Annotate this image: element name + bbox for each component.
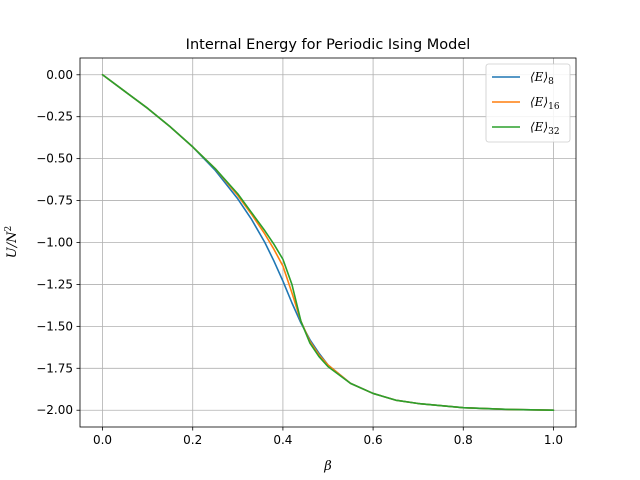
legend: ⟨E⟩8 ⟨E⟩16 ⟨E⟩32 bbox=[485, 63, 571, 143]
x-tick-label: 0.6 bbox=[364, 433, 383, 447]
series-layer bbox=[101, 73, 555, 412]
x-tick-label: 1.0 bbox=[544, 433, 563, 447]
y-tick-label: −2.00 bbox=[36, 403, 73, 417]
legend-label: ⟨E⟩8 bbox=[530, 70, 554, 87]
y-tick-label: −0.25 bbox=[36, 110, 73, 124]
y-tick-label: −1.25 bbox=[36, 277, 73, 291]
x-tick-label: 0.4 bbox=[273, 433, 292, 447]
legend-box bbox=[485, 63, 571, 143]
legend-label: ⟨E⟩32 bbox=[530, 120, 560, 137]
grid-lines bbox=[80, 58, 576, 427]
y-axis-label-base: U/N bbox=[5, 231, 20, 258]
y-tick-label: −0.75 bbox=[36, 194, 73, 208]
y-axis-label-sup: 2 bbox=[4, 226, 14, 232]
legend-label: ⟨E⟩16 bbox=[530, 95, 560, 112]
series-line bbox=[101, 73, 555, 412]
y-tick-label: −0.50 bbox=[36, 152, 73, 166]
y-tick-label: 0.00 bbox=[46, 68, 73, 82]
y-axis-label: U/N2 bbox=[4, 226, 20, 258]
x-axis-label: β bbox=[323, 459, 332, 474]
chart-title: Internal Energy for Periodic Ising Model bbox=[186, 37, 471, 53]
x-tick-label: 0.8 bbox=[454, 433, 473, 447]
axis-ticks: 0.0 0.2 0.4 0.6 0.8 1.0 0.00 −0.25 −0.50 −0.75 −1.… bbox=[36, 68, 563, 447]
y-tick-label: −1.75 bbox=[36, 361, 73, 375]
x-tick-label: 0.0 bbox=[93, 433, 112, 447]
y-tick-label: −1.50 bbox=[36, 319, 73, 333]
x-tick-label: 0.2 bbox=[183, 433, 202, 447]
y-tick-label: −1.00 bbox=[36, 236, 73, 250]
